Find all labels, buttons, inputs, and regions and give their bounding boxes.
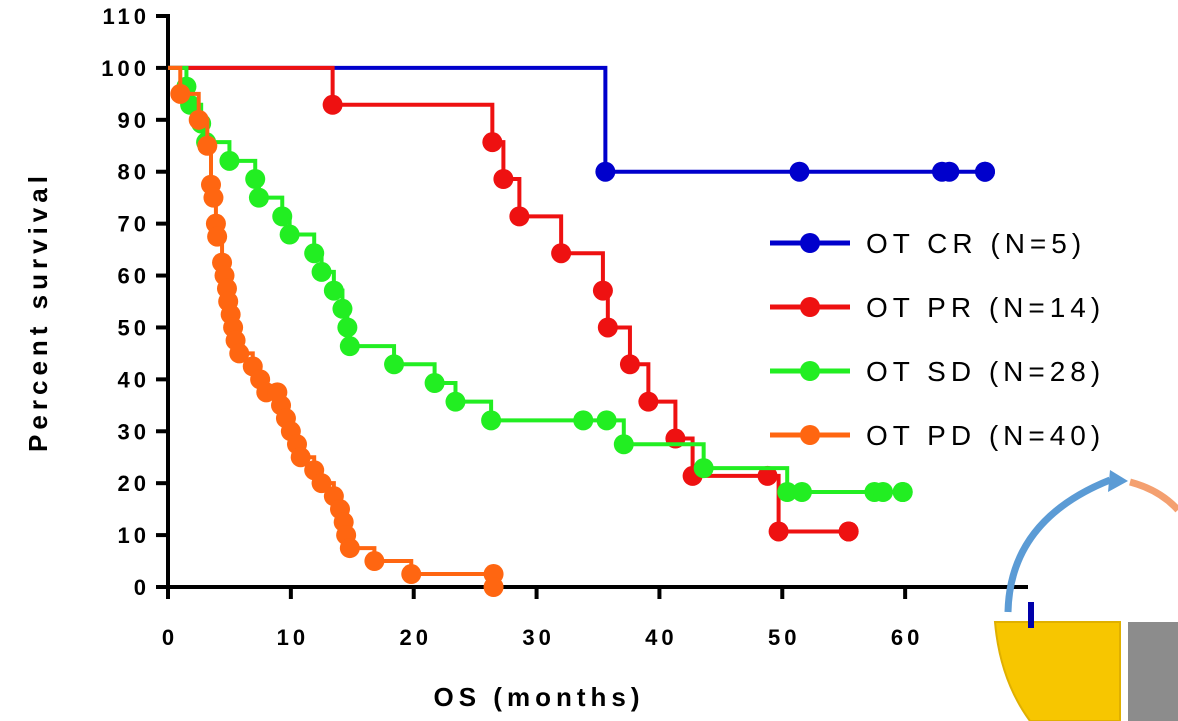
x-tick-label: 0 — [162, 625, 178, 650]
event-point — [197, 135, 218, 156]
censored-point — [483, 577, 504, 597]
event-point — [777, 482, 798, 503]
series-line — [168, 65, 985, 174]
event-point — [290, 447, 311, 468]
censored-point — [838, 521, 859, 542]
event-point — [339, 336, 360, 357]
censored-point — [789, 161, 810, 182]
event-point — [384, 354, 405, 375]
legend-item: OT PD (N=40) — [770, 420, 1105, 451]
event-point — [613, 434, 634, 455]
event-point — [332, 298, 353, 319]
y-tick-label: 50 — [118, 315, 150, 340]
axes: 0 10 20 30 40 50 60 70 80 90 100 110 0 10 20 30 40 50 60 OS… — [23, 4, 1028, 712]
y-tick-label: 80 — [118, 160, 150, 185]
event-point — [188, 109, 209, 130]
legend-item: OT SD (N=28) — [770, 356, 1105, 387]
event-point — [482, 132, 503, 153]
x-tick-label: 10 — [277, 625, 309, 650]
y-tick-label: 90 — [118, 108, 150, 133]
event-point — [595, 161, 616, 182]
event-point — [170, 83, 191, 104]
legend-swatch-marker — [800, 361, 820, 381]
y-tick-label: 40 — [118, 367, 150, 392]
y-tick-label: 70 — [118, 212, 150, 237]
legend-label: OT PR (N=14) — [866, 292, 1105, 323]
event-point — [638, 391, 659, 412]
censored-point — [939, 161, 960, 182]
x-tick-label: 20 — [399, 625, 431, 650]
y-tick-label: 20 — [118, 471, 150, 496]
y-axis-title: Percent survival — [23, 171, 53, 452]
censored-point — [892, 482, 913, 503]
legend-item: OT PR (N=14) — [770, 292, 1105, 323]
event-point — [207, 226, 228, 247]
event-point — [323, 280, 344, 301]
event-point — [219, 150, 240, 171]
y-tick-label: 0 — [134, 575, 150, 600]
x-axis-title: OS (months) — [434, 682, 645, 712]
event-point — [322, 94, 343, 115]
censored-point — [757, 465, 778, 486]
series-3 — [168, 65, 504, 597]
cycle-diagram-graphic — [993, 470, 1178, 721]
x-tick-label: 50 — [768, 625, 800, 650]
legend-label: OT SD (N=28) — [866, 356, 1105, 387]
legend-swatch-marker — [800, 297, 820, 317]
y-tick-label: 10 — [118, 523, 150, 548]
x-tick-label: 30 — [522, 625, 554, 650]
censored-point — [873, 482, 894, 503]
legend: OT CR (N=5) OT PR (N=14) OT SD (N=28) OT PD… — [770, 228, 1105, 451]
censored-point — [975, 161, 995, 182]
y-tick-label: 30 — [118, 419, 150, 444]
event-point — [551, 243, 572, 264]
event-point — [592, 280, 613, 301]
event-point — [401, 564, 422, 585]
series-line — [168, 65, 903, 495]
series-1 — [168, 65, 859, 542]
event-point — [229, 343, 250, 364]
event-point — [768, 521, 789, 542]
event-point — [619, 354, 640, 375]
series-line — [168, 65, 849, 534]
event-point — [493, 168, 514, 189]
legend-swatch-marker — [800, 233, 820, 253]
event-point — [248, 187, 269, 208]
legend-label: OT PD (N=40) — [866, 420, 1105, 451]
x-tick-label: 60 — [891, 625, 923, 650]
series-group — [168, 65, 995, 597]
event-point — [693, 458, 714, 479]
y-tick-label: 100 — [101, 56, 150, 81]
event-point — [279, 224, 300, 245]
legend-swatch-marker — [800, 425, 820, 445]
y-tick-label: 110 — [103, 4, 151, 29]
x-tick-label: 40 — [645, 625, 677, 650]
censored-point — [267, 382, 288, 403]
series-2 — [168, 65, 913, 503]
y-tick-label: 60 — [118, 264, 150, 289]
series-0 — [168, 65, 995, 182]
event-point — [597, 317, 618, 338]
event-point — [311, 473, 332, 494]
event-point — [203, 187, 224, 208]
censored-point — [791, 482, 812, 503]
censored-point — [573, 410, 594, 431]
event-point — [311, 261, 332, 282]
event-point — [509, 206, 530, 227]
event-point — [364, 551, 385, 572]
event-point — [245, 168, 266, 189]
event-point — [304, 243, 325, 264]
event-point — [339, 538, 360, 559]
event-point — [337, 317, 358, 338]
event-point — [424, 372, 445, 393]
event-point — [272, 206, 293, 227]
legend-item: OT CR (N=5) — [770, 228, 1086, 259]
censored-point — [596, 410, 617, 431]
event-point — [445, 391, 466, 412]
event-point — [481, 410, 502, 431]
legend-label: OT CR (N=5) — [866, 228, 1086, 259]
